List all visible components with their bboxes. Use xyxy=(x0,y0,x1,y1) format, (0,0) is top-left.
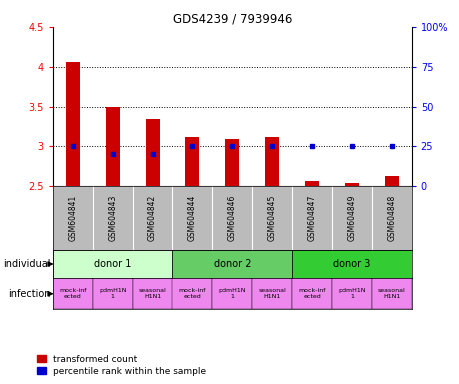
Text: pdmH1N
1: pdmH1N 1 xyxy=(99,288,126,299)
Bar xyxy=(225,139,239,186)
Bar xyxy=(106,107,119,186)
Bar xyxy=(371,278,411,309)
Bar xyxy=(212,278,252,309)
Text: GSM604849: GSM604849 xyxy=(347,195,356,241)
Bar xyxy=(145,119,159,186)
Bar xyxy=(344,183,358,186)
Bar xyxy=(384,176,398,186)
Bar xyxy=(291,250,411,278)
Text: GSM604844: GSM604844 xyxy=(188,195,196,241)
Text: pdmH1N
1: pdmH1N 1 xyxy=(337,288,365,299)
Text: infection: infection xyxy=(9,289,51,299)
Text: GSM604845: GSM604845 xyxy=(267,195,276,241)
Text: GSM604846: GSM604846 xyxy=(227,195,236,241)
Bar xyxy=(53,250,172,278)
Text: individual: individual xyxy=(4,259,51,269)
Bar xyxy=(172,250,291,278)
Bar xyxy=(132,278,172,309)
Bar xyxy=(66,62,80,186)
Bar xyxy=(172,278,212,309)
Text: seasonal
H1N1: seasonal H1N1 xyxy=(139,288,166,299)
Bar xyxy=(291,278,331,309)
Bar xyxy=(185,137,199,186)
Text: seasonal
H1N1: seasonal H1N1 xyxy=(377,288,405,299)
Text: GSM604847: GSM604847 xyxy=(307,195,316,241)
Text: donor 3: donor 3 xyxy=(332,259,370,269)
Text: GSM604843: GSM604843 xyxy=(108,195,117,241)
Bar xyxy=(93,278,132,309)
Text: GSM604848: GSM604848 xyxy=(386,195,395,241)
Text: seasonal
H1N1: seasonal H1N1 xyxy=(258,288,285,299)
Text: donor 1: donor 1 xyxy=(94,259,131,269)
Title: GDS4239 / 7939946: GDS4239 / 7939946 xyxy=(172,13,291,26)
Bar xyxy=(252,278,291,309)
Legend: transformed count, percentile rank within the sample: transformed count, percentile rank withi… xyxy=(37,355,206,376)
Bar xyxy=(304,182,319,186)
Bar xyxy=(331,278,371,309)
Text: mock-inf
ected: mock-inf ected xyxy=(59,288,86,299)
Text: mock-inf
ected: mock-inf ected xyxy=(298,288,325,299)
Bar xyxy=(265,137,279,186)
Text: mock-inf
ected: mock-inf ected xyxy=(179,288,206,299)
Text: GSM604841: GSM604841 xyxy=(68,195,77,241)
Text: donor 2: donor 2 xyxy=(213,259,251,269)
Text: GSM604842: GSM604842 xyxy=(148,195,157,241)
Text: pdmH1N
1: pdmH1N 1 xyxy=(218,288,246,299)
Bar xyxy=(53,278,93,309)
